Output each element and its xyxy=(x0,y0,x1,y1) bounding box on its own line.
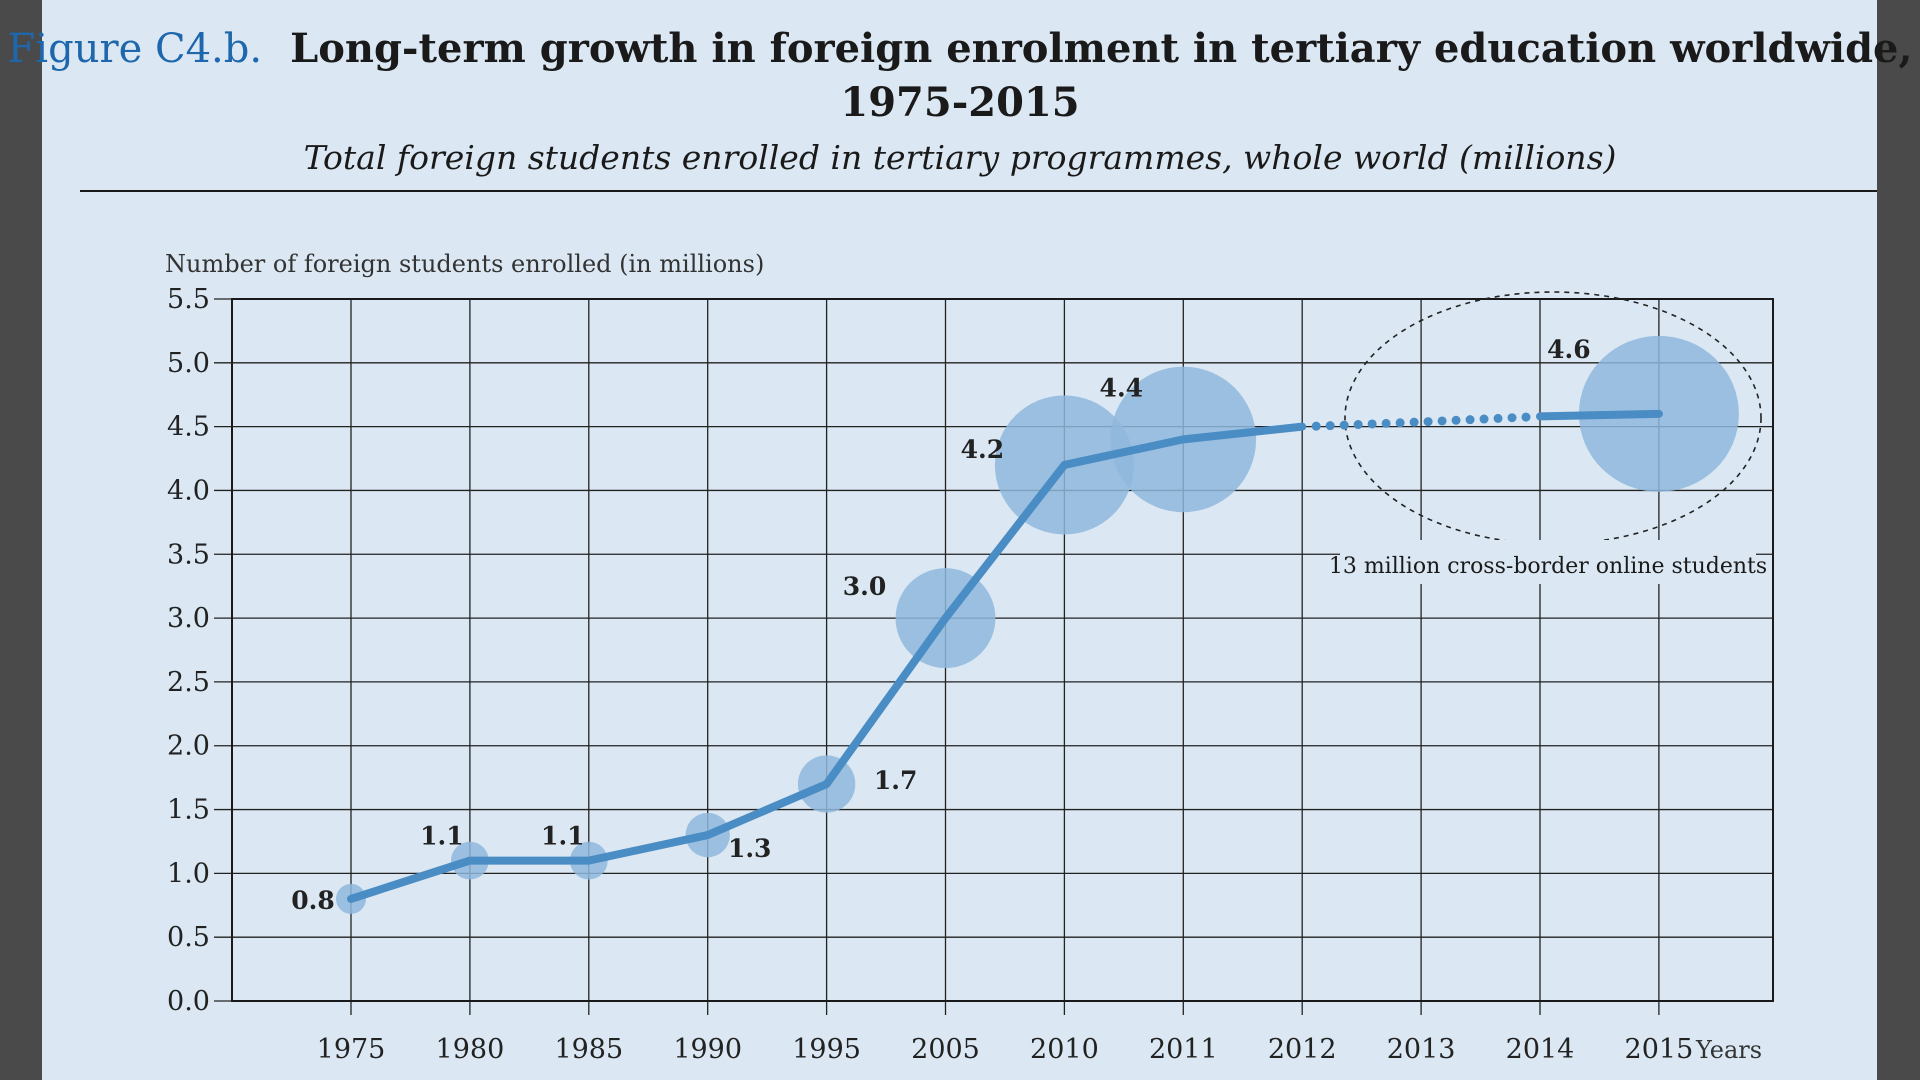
projection-dot xyxy=(1367,419,1377,429)
projection-dot xyxy=(1521,412,1531,422)
x-tick-label: 2011 xyxy=(1149,1034,1218,1065)
y-tick-label: 1.5 xyxy=(167,795,210,826)
figure-title: Figure C4.b. Long-term growth in foreign … xyxy=(0,22,1920,130)
title-line-2: 1975-2015 xyxy=(840,79,1080,126)
projection-dot xyxy=(1493,413,1503,423)
y-tick-label: 2.5 xyxy=(167,667,210,698)
y-tick-label: 5.0 xyxy=(167,348,210,379)
data-label: 1.1 xyxy=(541,822,585,851)
x-tick-label: 2012 xyxy=(1268,1034,1337,1065)
data-label: 3.0 xyxy=(843,572,887,601)
title-rule xyxy=(80,190,1877,192)
projection-dot xyxy=(1325,421,1335,431)
projection-dot xyxy=(1451,415,1461,425)
projection-ellipse xyxy=(1344,291,1762,545)
x-tick-label: 1995 xyxy=(792,1034,861,1065)
projection-dot xyxy=(1437,416,1447,426)
data-label: 1.1 xyxy=(420,822,464,851)
y-tick-label: 3.0 xyxy=(167,603,210,634)
projection-dot xyxy=(1381,418,1391,428)
projection-dot xyxy=(1479,414,1489,424)
x-tick-label: 1975 xyxy=(317,1034,386,1065)
online-students-annotation: 13 million cross-border online students xyxy=(1329,291,1767,584)
series-line-solid xyxy=(347,422,1307,903)
figure-label: Figure C4.b. xyxy=(7,26,263,72)
y-tick-label: 1.0 xyxy=(167,858,210,889)
projection-dot xyxy=(1311,421,1321,431)
chart-grid xyxy=(214,298,1773,1015)
data-label: 1.7 xyxy=(874,766,918,795)
y-axis-label: Number of foreign students enrolled (in … xyxy=(165,250,764,278)
data-label: 4.4 xyxy=(1100,373,1144,402)
y-tick-label: 0.0 xyxy=(167,986,210,1017)
annotation-text: 13 million cross-border online students xyxy=(1329,554,1767,579)
plot-frame xyxy=(231,298,1774,1002)
chart-lines xyxy=(347,409,1663,903)
y-tick-label: 4.5 xyxy=(167,412,210,443)
projection-dot xyxy=(1339,420,1349,430)
y-tick-label: 3.5 xyxy=(167,539,210,570)
projection-dot xyxy=(1465,415,1475,425)
chart-data-labels: 0.8 1.1 1.1 1.3 1.7 3.0 4.2 4.4 4.6 xyxy=(291,335,1590,915)
x-tick-label: 2014 xyxy=(1506,1034,1575,1065)
x-tick-label: 2013 xyxy=(1387,1034,1456,1065)
x-axis-label: Years xyxy=(1695,1036,1762,1064)
x-tick-label: 1990 xyxy=(673,1034,742,1065)
y-tick-label: 5.5 xyxy=(167,284,210,315)
chart-axes: 0.0 0.5 1.0 1.5 2.0 2.5 3.0 3.5 4.0 4.5 5.0 5.5 1975… xyxy=(167,284,1774,1065)
y-tick-label: 4.0 xyxy=(167,475,210,506)
projection-dot xyxy=(1395,418,1405,428)
projection-dot xyxy=(1353,420,1363,430)
data-label: 4.2 xyxy=(961,435,1005,464)
annotation-background xyxy=(1340,540,1756,584)
y-tick-label: 2.0 xyxy=(167,731,210,762)
x-tick-label: 1980 xyxy=(436,1034,505,1065)
projection-dot xyxy=(1423,417,1433,427)
projection-dot xyxy=(1409,417,1419,427)
data-label: 4.6 xyxy=(1547,335,1591,364)
title-line-1: Long-term growth in foreign enrolment in… xyxy=(290,25,1913,72)
series-line-end xyxy=(1536,409,1663,421)
data-label: 0.8 xyxy=(291,886,335,915)
x-tick-label: 1985 xyxy=(554,1034,623,1065)
projection-dot xyxy=(1507,413,1517,423)
data-label: 1.3 xyxy=(728,834,772,863)
x-tick-label: 2010 xyxy=(1030,1034,1099,1065)
figure-subtitle: Total foreign students enrolled in terti… xyxy=(303,138,1617,177)
x-tick-label: 2015 xyxy=(1625,1034,1694,1065)
y-tick-label: 0.5 xyxy=(167,922,210,953)
x-tick-label: 2005 xyxy=(911,1034,980,1065)
